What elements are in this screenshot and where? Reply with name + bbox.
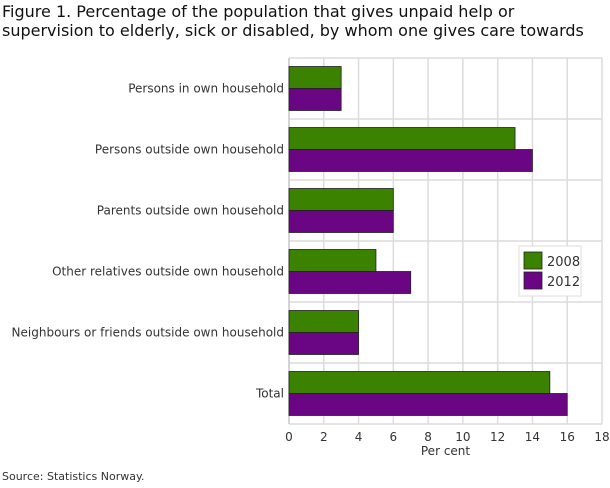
chart-title: Figure 1. Percentage of the population t… bbox=[2, 2, 584, 40]
legend-label: 2012 bbox=[547, 275, 580, 290]
legend-swatch-2008 bbox=[523, 251, 543, 270]
bar-2008 bbox=[288, 310, 359, 333]
bar-2008 bbox=[288, 249, 377, 272]
x-tick-label: 12 bbox=[490, 430, 505, 444]
x-axis-title: Per cent bbox=[421, 444, 471, 458]
bar-2012 bbox=[288, 332, 359, 355]
x-tick-label: 8 bbox=[424, 430, 432, 444]
x-tick-label: 2 bbox=[320, 430, 328, 444]
bar-2012 bbox=[288, 210, 394, 233]
bar-2012 bbox=[288, 271, 412, 294]
category-label: Persons in own household bbox=[128, 82, 284, 96]
bar-2012 bbox=[288, 149, 533, 172]
x-tick-label: 16 bbox=[560, 430, 575, 444]
bar-2008 bbox=[288, 371, 551, 394]
x-tick-label: 0 bbox=[285, 430, 293, 444]
bar-2012 bbox=[288, 393, 568, 416]
legend-label: 2008 bbox=[547, 255, 580, 270]
bar-2012 bbox=[288, 88, 342, 111]
x-tick-label: 6 bbox=[390, 430, 398, 444]
category-label: Parents outside own household bbox=[97, 204, 284, 218]
bar-2008 bbox=[288, 188, 394, 211]
x-tick-label: 10 bbox=[455, 430, 470, 444]
bar-2008 bbox=[288, 66, 342, 89]
legend-swatch-2012 bbox=[523, 271, 543, 290]
x-tick-label: 4 bbox=[355, 430, 363, 444]
source-note: Source: Statistics Norway. bbox=[2, 470, 145, 483]
bar-2008 bbox=[288, 127, 516, 150]
category-label: Total bbox=[255, 387, 284, 401]
category-label: Persons outside own household bbox=[95, 143, 284, 157]
x-tick-label: 18 bbox=[594, 430, 609, 444]
x-tick-label: 14 bbox=[525, 430, 540, 444]
category-label: Neighbours or friends outside own househ… bbox=[12, 326, 284, 340]
category-label: Other relatives outside own household bbox=[52, 265, 284, 279]
